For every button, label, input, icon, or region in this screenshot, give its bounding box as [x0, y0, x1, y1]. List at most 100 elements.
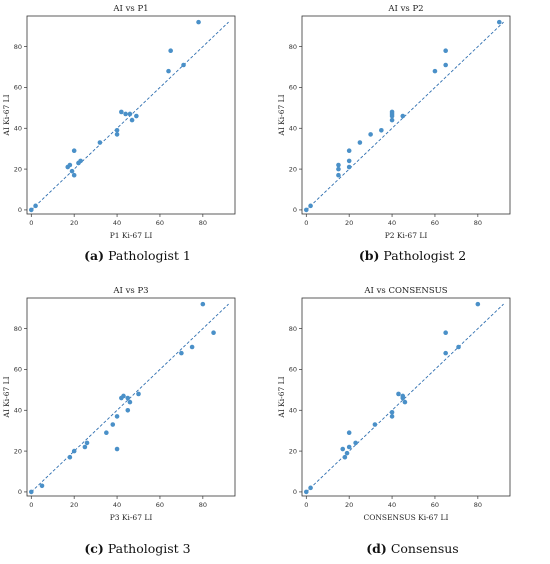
y-tick-label: 20 — [289, 447, 297, 455]
x-axis-label: P1 Ki-67 LI — [110, 231, 153, 240]
data-point — [336, 162, 341, 168]
chart-panel-d: AI vs CONSENSUS 0 20 40 60 80 0 20 40 60 80 CONSENS… — [275, 282, 550, 564]
x-tick-label: 20 — [345, 219, 353, 227]
caption-tag: (a) — [84, 248, 105, 263]
data-point — [443, 48, 448, 54]
y-axis-label: AI Ki-67 LI — [277, 376, 286, 418]
data-point — [402, 399, 408, 405]
data-point — [136, 391, 141, 397]
y-tick-label: 60 — [14, 366, 22, 374]
data-point — [211, 330, 216, 336]
x-tick-label: 20 — [345, 501, 353, 509]
y-tick-label: 20 — [289, 165, 297, 173]
data-point — [475, 301, 481, 307]
plot-frame — [301, 297, 511, 497]
data-point — [336, 166, 341, 172]
x-tick-label: 40 — [113, 501, 121, 509]
caption-tag: (c) — [84, 541, 104, 556]
y-tick-label: 0 — [293, 488, 297, 496]
data-point — [400, 395, 406, 401]
data-point — [134, 113, 139, 119]
data-point — [400, 113, 406, 119]
chart-title: AI vs CONSENSUS — [363, 286, 447, 296]
x-axis-label: P3 Ki-67 LI — [110, 513, 153, 522]
data-point — [71, 148, 77, 154]
data-point — [368, 132, 373, 137]
data-point — [114, 132, 120, 137]
y-tick-label: 0 — [293, 206, 297, 214]
y-tick-label: 80 — [14, 325, 22, 333]
y-axis-label: AI Ki-67 LI — [277, 94, 286, 136]
data-point — [114, 414, 120, 419]
data-point — [443, 62, 448, 68]
scatter-chart-c: AI vs P3 0 20 40 60 80 0 20 40 60 80 P3 Ki-67 LI AI … — [2, 286, 236, 522]
data-point — [28, 489, 34, 495]
plot-frame — [26, 15, 236, 215]
data-point — [346, 444, 352, 450]
data-point — [71, 448, 77, 454]
data-point — [340, 446, 346, 452]
x-tick-label: 0 — [304, 501, 308, 509]
y-tick-label: 60 — [289, 366, 297, 374]
data-point — [168, 48, 173, 54]
x-tick-label: 80 — [474, 501, 482, 509]
data-point — [308, 203, 313, 209]
data-point — [82, 444, 88, 450]
data-point — [443, 350, 448, 356]
x-tick-label: 60 — [431, 219, 439, 227]
data-point — [84, 440, 90, 446]
data-point — [496, 19, 502, 25]
caption-tag: (d) — [366, 541, 387, 556]
plot-frame — [301, 15, 511, 215]
data-point — [121, 393, 126, 399]
data-point — [114, 446, 120, 452]
scatter-chart-d: AI vs CONSENSUS 0 20 40 60 80 0 20 40 60 80 CONSENS… — [277, 286, 511, 522]
x-tick-label: 20 — [70, 219, 78, 227]
data-point — [342, 454, 348, 460]
data-point — [353, 440, 358, 446]
data-point — [97, 140, 103, 145]
x-tick-label: 40 — [113, 219, 121, 227]
x-tick-label: 40 — [388, 501, 396, 509]
y-axis-label: AI Ki-67 LI — [2, 94, 11, 136]
data-point — [67, 162, 73, 168]
data-point — [344, 450, 350, 456]
data-point — [39, 483, 45, 489]
caption-a: (a) Pathologist 1 — [0, 248, 275, 263]
data-point — [119, 109, 124, 115]
x-tick-label: 80 — [199, 219, 207, 227]
data-point — [396, 391, 401, 397]
plot-frame — [26, 297, 236, 497]
data-point — [67, 454, 73, 460]
data-point — [372, 422, 378, 427]
chart-title: AI vs P1 — [112, 4, 148, 14]
y-tick-label: 80 — [289, 43, 297, 51]
y-tick-label: 20 — [14, 165, 22, 173]
y-tick-label: 80 — [289, 325, 297, 333]
data-point — [379, 128, 384, 133]
chart-title: AI vs P3 — [112, 286, 148, 296]
data-point — [129, 117, 135, 123]
caption-text: Pathologist 3 — [107, 541, 191, 556]
data-point — [71, 172, 77, 178]
data-point — [432, 68, 438, 74]
data-point — [389, 117, 395, 123]
x-tick-label: 80 — [474, 219, 482, 227]
data-point — [127, 399, 133, 405]
data-point — [28, 207, 34, 213]
y-tick-label: 80 — [14, 43, 22, 51]
data-point — [303, 207, 309, 213]
data-point — [336, 172, 341, 178]
y-tick-label: 60 — [14, 84, 22, 92]
caption-text: Consensus — [390, 541, 459, 556]
caption-c: (c) Pathologist 3 — [0, 541, 275, 556]
data-point — [127, 111, 133, 117]
data-point — [346, 158, 352, 164]
x-tick-label: 0 — [29, 501, 33, 509]
y-tick-label: 0 — [18, 488, 22, 496]
chart-panel-b: AI vs P2 0 20 40 60 80 0 20 40 60 80 P2 Ki-67 LI AI … — [275, 0, 550, 282]
data-point — [196, 19, 201, 25]
y-tick-label: 40 — [289, 407, 297, 415]
x-tick-label: 0 — [304, 219, 308, 227]
chart-panel-a: AI vs P1 0 20 40 60 80 0 20 40 60 80 P1 Ki-67 LI AI … — [0, 0, 275, 282]
